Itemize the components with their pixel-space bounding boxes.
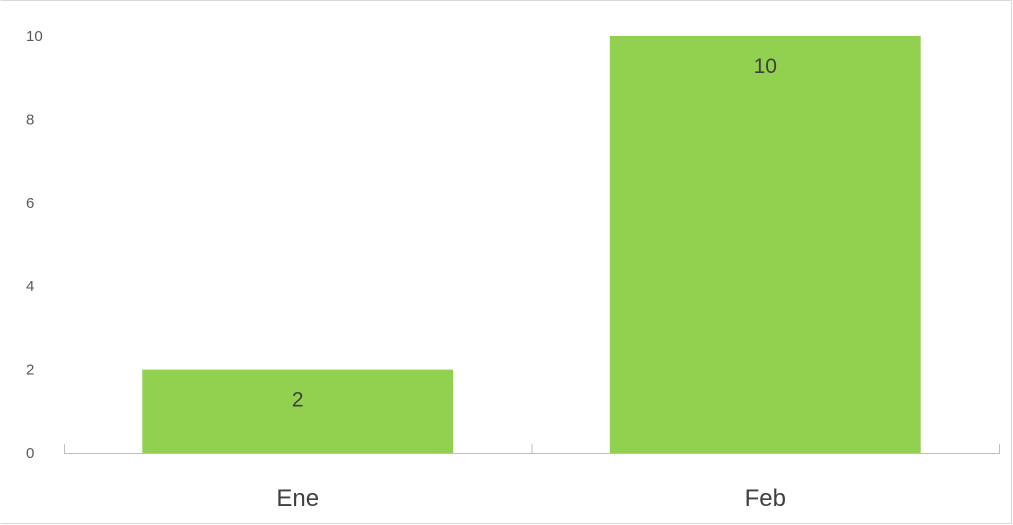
- bar-feb: [609, 36, 921, 453]
- y-tick-label: 8: [26, 111, 34, 128]
- bars: [142, 36, 921, 453]
- x-axis: [64, 444, 1000, 454]
- bar-ene: [142, 369, 454, 453]
- data-label-ene: 2: [292, 389, 304, 412]
- x-category-label: Ene: [276, 485, 319, 512]
- x-axis-category-labels: Ene Feb: [276, 485, 786, 512]
- y-tick-label: 0: [26, 445, 34, 462]
- y-axis-ticks: 0 2 4 6 8 10: [26, 28, 43, 462]
- data-labels: 2 10: [292, 55, 777, 412]
- y-tick-label: 2: [26, 362, 34, 379]
- y-tick-label: 10: [26, 28, 43, 45]
- data-label-feb: 10: [754, 55, 777, 78]
- y-tick-label: 4: [26, 278, 34, 295]
- y-tick-label: 6: [26, 195, 34, 212]
- x-category-label: Feb: [745, 485, 786, 512]
